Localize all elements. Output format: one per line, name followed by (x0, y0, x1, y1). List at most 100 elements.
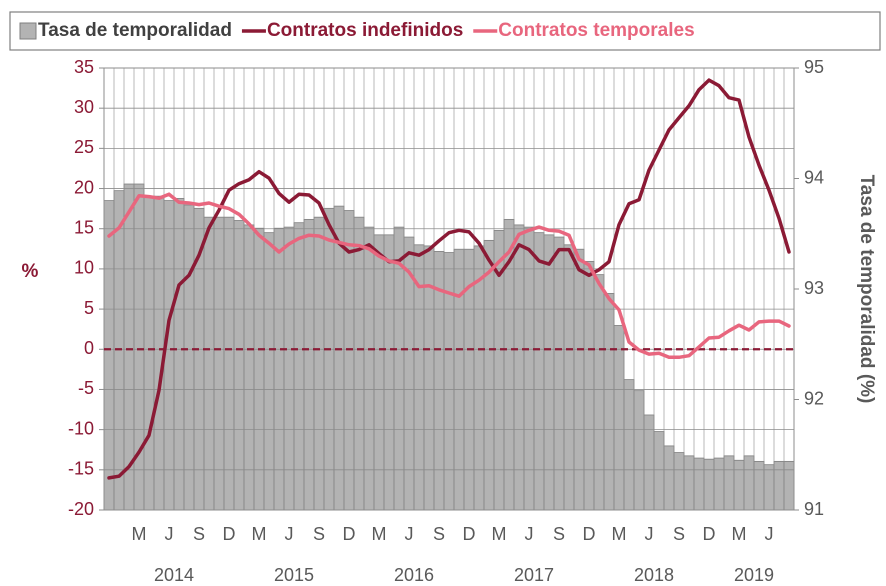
bar (523, 226, 535, 511)
year-label: 2016 (394, 565, 434, 585)
bar (143, 195, 155, 511)
bar (243, 224, 255, 511)
y-tick-label: -10 (68, 418, 94, 438)
bar (573, 248, 585, 511)
bar (103, 200, 115, 511)
bar (353, 216, 365, 511)
bar (323, 207, 335, 511)
bar (453, 248, 465, 511)
bar (373, 234, 385, 511)
line-series (107, 192, 791, 360)
y-tick-label: -15 (68, 459, 94, 479)
y-tick-label: 0 (84, 338, 94, 358)
bar (613, 325, 625, 511)
legend: Tasa de temporalidad Contratos indefinido… (19, 20, 695, 41)
y2-tick-label: 91 (804, 499, 824, 519)
bar (653, 431, 665, 511)
bar (583, 260, 595, 511)
bar (533, 232, 545, 511)
x-tick-label: D (223, 524, 236, 544)
x-tick-label: S (313, 524, 325, 544)
year-label: 2017 (514, 565, 554, 585)
year-label: 2015 (274, 565, 314, 585)
legend-label: Contratos indefinidos (267, 20, 463, 41)
bar (703, 458, 715, 511)
bar (553, 236, 565, 511)
y2-tick-label: 94 (804, 167, 824, 187)
bar (723, 455, 735, 511)
legend-swatch (19, 22, 37, 40)
x-tick-label: J (525, 524, 534, 544)
bar (253, 227, 265, 511)
x-tick-label: D (343, 524, 356, 544)
bar (343, 210, 355, 511)
x-tick-label: S (673, 524, 685, 544)
y-tick-label: 15 (74, 217, 94, 237)
bar (203, 216, 215, 511)
bar (393, 226, 405, 511)
y2-tick-label: 92 (804, 388, 824, 408)
bar (513, 224, 525, 511)
y-tick-label: -20 (68, 499, 94, 519)
bar (473, 245, 485, 511)
x-tick-label: J (405, 524, 414, 544)
x-tick-label: S (193, 524, 205, 544)
y2-tick-label: 95 (804, 57, 824, 77)
y-tick-label: 20 (74, 177, 94, 197)
bar (303, 218, 315, 511)
legend-box (9, 11, 881, 51)
bar (363, 226, 375, 511)
y-tick-label: 35 (74, 57, 94, 77)
bar (283, 226, 295, 511)
y-tick-label: 5 (84, 298, 94, 318)
year-label: 2019 (734, 565, 774, 585)
x-tick-label: D (463, 524, 476, 544)
bar (733, 459, 745, 511)
year-label: 2018 (634, 565, 674, 585)
bar (783, 460, 795, 511)
bars (103, 183, 795, 511)
y2-tick-label: 93 (804, 278, 824, 298)
y-tick-label: -5 (78, 378, 94, 398)
x-tick-label: M (612, 524, 627, 544)
bar (753, 460, 765, 511)
bar (133, 183, 145, 511)
x-tick-label: M (372, 524, 387, 544)
bar (643, 414, 655, 511)
year-label: 2014 (154, 565, 194, 585)
bar (233, 220, 245, 511)
y-tick-label: 30 (74, 97, 94, 117)
y-tick-label: 25 (74, 137, 94, 157)
x-tick-label: M (492, 524, 507, 544)
x-tick-label: S (553, 524, 565, 544)
bar (173, 197, 185, 511)
y-axis-label: % (22, 261, 39, 282)
bar (773, 460, 785, 511)
x-tick-label: M (252, 524, 267, 544)
legend-label: Contratos temporales (498, 20, 694, 41)
bar (593, 274, 605, 511)
bar (683, 455, 695, 511)
bar (543, 234, 555, 511)
x-tick-label: J (165, 524, 174, 544)
x-tick-label: D (703, 524, 716, 544)
x-tick-label: M (732, 524, 747, 544)
bar (603, 293, 615, 511)
bar (293, 222, 305, 511)
x-tick-label: D (583, 524, 596, 544)
x-tick-label: J (645, 524, 654, 544)
bar (633, 390, 645, 511)
x-tick-label: S (433, 524, 445, 544)
bar (333, 205, 345, 511)
bar (663, 445, 675, 511)
bar (273, 227, 285, 511)
bar (563, 244, 575, 511)
y-tick-label: 10 (74, 258, 94, 278)
bar (693, 457, 705, 511)
bar (153, 195, 165, 511)
line-series (107, 78, 791, 480)
x-tick-label: J (285, 524, 294, 544)
x-tick-label: J (765, 524, 774, 544)
bar (743, 455, 755, 511)
